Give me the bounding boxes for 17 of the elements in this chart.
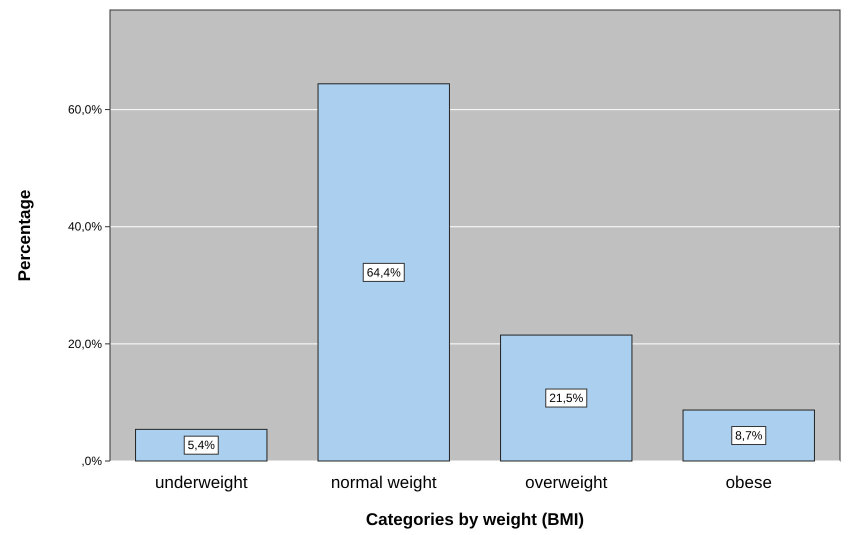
y-tick-label: 40,0%	[68, 220, 102, 234]
data-label: 64,4%	[366, 265, 402, 280]
x-tick-label: underweight	[154, 473, 248, 492]
data-label: 5,4%	[188, 438, 216, 452]
data-label: 21,5%	[549, 391, 584, 406]
x-tick-label: obese	[726, 473, 772, 492]
bar	[318, 83, 450, 462]
data-label: 8,7%	[735, 428, 763, 443]
y-tick-label: ,0%	[81, 454, 102, 468]
x-tick-label: overweight	[525, 473, 608, 492]
y-tick-label: 60,0%	[68, 102, 102, 117]
x-tick-label: normal weight	[330, 473, 437, 492]
bar	[682, 410, 815, 462]
x-axis-title: Categories by weight (BMI)	[366, 510, 584, 529]
y-axis-title: Percentage	[15, 190, 34, 282]
bar	[500, 334, 632, 462]
y-tick-label: 20,0%	[68, 336, 102, 351]
